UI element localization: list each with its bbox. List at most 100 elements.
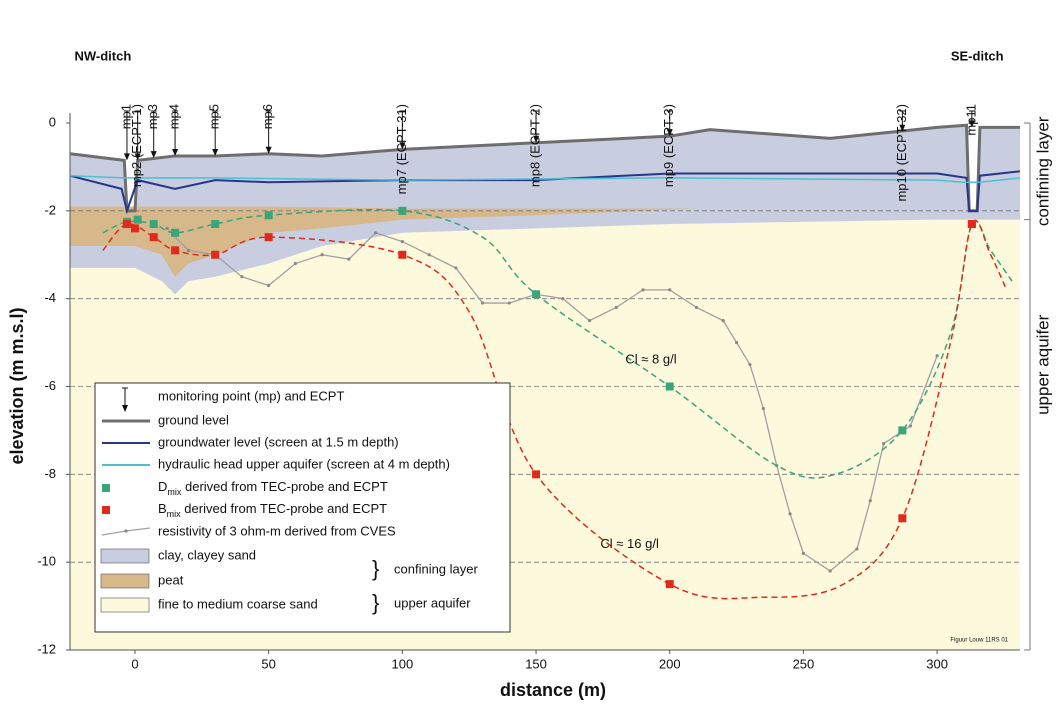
resistivity-point (186, 248, 191, 252)
legend-label-part: B (158, 501, 167, 516)
resistivity-point (267, 283, 271, 288)
mp-label: mp1 (118, 104, 133, 129)
y-tick-label: -10 (37, 554, 56, 569)
resistivity-point (561, 297, 565, 301)
x-tick-label: 300 (926, 656, 948, 671)
mp-arrowhead (212, 148, 219, 156)
sample-point (398, 206, 407, 215)
y-tick-label: -6 (44, 378, 56, 393)
y-tick-label: -8 (44, 466, 56, 481)
y-tick-label: -12 (37, 641, 56, 656)
legend-swatch (100, 573, 150, 589)
legend-mp-head (122, 405, 128, 412)
resistivity-point (855, 547, 859, 551)
sample-point (532, 470, 541, 479)
legend-label: monitoring point (mp) and ECPT (158, 388, 344, 403)
resistivity-point (507, 301, 511, 305)
legend-label-part: mix (167, 509, 181, 519)
mp-arrowhead (150, 151, 157, 159)
ditch-label: NW-ditch (74, 48, 131, 63)
resistivity-point (454, 266, 458, 270)
legend-label: ground level (158, 412, 229, 427)
mp-arrowhead (666, 129, 673, 137)
resistivity-point (721, 319, 725, 323)
x-tick-label: 150 (525, 656, 547, 671)
legend: monitoring point (mp) and ECPT ground lev… (94, 382, 511, 633)
legend-label-part: mix (167, 487, 181, 497)
legend-label: Bmix derived from TEC-probe and ECPT (158, 501, 387, 519)
ditch-label: SE-ditch (951, 48, 1004, 63)
x-axis-label: distance (m) (500, 680, 606, 700)
legend-swatch (100, 548, 150, 564)
legend-label: hydraulic head upper aquifer (screen at … (158, 456, 450, 471)
sample-point (122, 220, 131, 229)
mp-arrowhead (968, 120, 975, 128)
mp-label: mp8 (ECPT-2) (527, 104, 542, 187)
mp-arrowhead (399, 142, 406, 150)
mp-arrowhead (533, 135, 540, 143)
y-tick-label: -2 (44, 202, 56, 217)
annotation: Cl ≈ 16 g/l (600, 536, 659, 551)
mp-arrowhead (172, 148, 179, 156)
mp-arrowhead (134, 153, 141, 161)
legend-label-part: derived from TEC-probe and ECPT (181, 479, 387, 494)
resistivity-point (320, 253, 324, 257)
y-tick-label: 0 (49, 114, 56, 129)
x-tick-label: 100 (392, 656, 414, 671)
sample-point (264, 211, 273, 220)
legend-brace: } (372, 556, 379, 581)
mp-label: mp11 (963, 104, 978, 136)
legend-point (102, 506, 110, 514)
sample-point (665, 580, 674, 589)
resistivity-point (801, 551, 806, 555)
resistivity-point (240, 275, 244, 279)
sample-point (133, 215, 142, 224)
resistivity-point (400, 239, 404, 244)
y-axis-label: elevation (m m.s.l) (7, 307, 27, 464)
resistivity-point (374, 231, 378, 235)
sample-point (898, 426, 907, 435)
legend-label: clay, clayey sand (158, 547, 256, 562)
resistivity-point (761, 406, 765, 411)
mixing-curve (102, 219, 1008, 600)
legend-brace: } (372, 590, 379, 615)
resistivity-point (347, 257, 351, 261)
legend-label: groundwater level (screen at 1.5 m depth… (158, 434, 399, 449)
sample-point (211, 250, 220, 259)
layer-label: confining layer (1033, 116, 1052, 226)
legend-box (94, 382, 511, 633)
mp-label: mp4 (167, 104, 182, 129)
x-tick-label: 200 (659, 656, 681, 671)
legend-point (102, 484, 110, 492)
sample-point (398, 250, 407, 259)
profile-line (69, 174, 1021, 184)
legend-label: peat (158, 572, 184, 587)
resistivity-line (166, 227, 938, 572)
resistivity-point (882, 441, 886, 446)
resistivity-point (293, 261, 298, 266)
legend-label: Dmix derived from TEC-probe and ECPT (158, 479, 388, 497)
mp-arrowhead (265, 146, 272, 154)
sample-point (532, 290, 541, 299)
resistivity-point (828, 569, 832, 573)
resistivity-point (734, 340, 739, 345)
credit: Figuur Louw 11RS 01 (950, 638, 1008, 644)
layer-label: upper aquifer (1033, 314, 1052, 415)
legend-dot (124, 529, 128, 533)
legend-label-part: derived from TEC-probe and ECPT (181, 501, 387, 516)
sample-point (171, 246, 180, 255)
sample-point (898, 514, 907, 523)
mp-arrowhead (123, 153, 130, 161)
sample-point (149, 233, 158, 242)
x-tick-label: 0 (131, 656, 138, 671)
resistivity-point (668, 288, 672, 292)
resistivity-point (748, 362, 752, 367)
resistivity-point (165, 226, 169, 230)
mp-label: mp7 (ECPT-31) (394, 104, 409, 194)
legend-label-part: D (158, 479, 167, 494)
resistivity-point (480, 301, 485, 305)
sample-point (665, 382, 674, 391)
resistivity-point (614, 305, 618, 310)
resistivity-point (694, 305, 699, 310)
